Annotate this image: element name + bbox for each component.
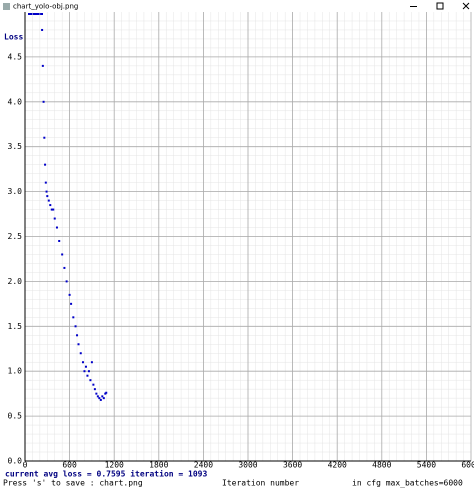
loss-point (65, 280, 68, 283)
loss-point (105, 391, 108, 394)
loss-point (70, 302, 73, 305)
maximize-button[interactable] (436, 2, 444, 10)
x-tick-label: 4800 (372, 461, 391, 470)
y-tick-label: 0.0 (8, 457, 23, 466)
save-hint: Press 's' to save : chart.png (3, 479, 143, 488)
app-icon (3, 3, 10, 10)
x-tick-label: 5400 (417, 461, 436, 470)
loss-point (74, 325, 77, 328)
x-axis-label: Iteration number (222, 479, 299, 488)
loss-point (47, 199, 50, 202)
status-text: current avg loss = 0.7595 iteration = 10… (5, 469, 207, 479)
loss-point (63, 266, 66, 269)
x-tick-label: 6000 (461, 461, 474, 470)
loss-point (41, 64, 44, 67)
loss-point (81, 361, 84, 364)
x-tick-label: 1800 (149, 461, 168, 470)
loss-point (61, 253, 64, 256)
y-tick-label: 1.5 (8, 322, 23, 331)
x-tick-label: 0 (23, 461, 28, 470)
loss-point (45, 190, 48, 193)
loss-point (68, 293, 71, 296)
title-bar (0, 0, 474, 13)
loss-point (96, 395, 99, 398)
loss-point (53, 217, 56, 220)
loss-point (83, 370, 86, 373)
x-tick-label: 4200 (328, 461, 347, 470)
close-button[interactable] (462, 2, 470, 10)
x-tick-label: 600 (62, 461, 77, 470)
loss-point (87, 370, 90, 373)
loss-point (46, 195, 49, 198)
y-tick-label: 4.0 (8, 97, 23, 106)
x-tick-label: 2400 (194, 461, 213, 470)
y-tick-label: 1.0 (8, 367, 23, 376)
loss-point (52, 208, 55, 211)
loss-point (49, 204, 52, 207)
y-tick-label: 2.0 (8, 277, 23, 286)
loss-point (77, 343, 80, 346)
loss-point (86, 374, 89, 377)
loss-point (79, 352, 82, 355)
loss-point (50, 208, 53, 211)
loss-point (93, 388, 96, 391)
loss-point (44, 163, 47, 166)
loss-point (101, 395, 104, 398)
loss-point (90, 361, 93, 364)
window-title: chart_yolo-obj.png (13, 3, 78, 11)
progress-marker (28, 13, 43, 15)
y-tick-label: 4.5 (8, 52, 23, 61)
loss-point (89, 379, 92, 382)
x-tick-label: 3000 (238, 461, 257, 470)
x-tick-label: 3600 (283, 461, 302, 470)
loss-point (44, 181, 47, 184)
loss-point (84, 365, 87, 368)
loss-point (98, 397, 101, 400)
x-tick-label: 1200 (105, 461, 124, 470)
y-tick-label: 3.5 (8, 142, 23, 151)
loss-point (43, 136, 46, 139)
max-batches: in cfg max_batches=6000 (352, 479, 463, 488)
loss-point (72, 316, 75, 319)
y-tick-label: 0.5 (8, 412, 23, 421)
loss-point (55, 226, 58, 229)
loss-point (41, 28, 44, 31)
y-axis-label: Loss (4, 33, 23, 42)
loss-point (102, 397, 105, 400)
loss-point (58, 239, 61, 242)
y-tick-label: 3.0 (8, 187, 23, 196)
loss-point (92, 383, 95, 386)
loss-point (76, 334, 79, 337)
loss-point (99, 398, 102, 401)
loss-point (42, 100, 45, 103)
y-tick-label: 2.5 (8, 232, 23, 241)
loss-point (95, 392, 98, 395)
